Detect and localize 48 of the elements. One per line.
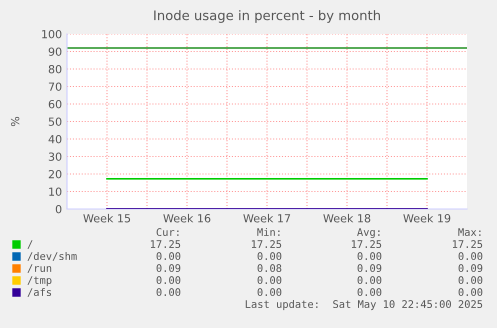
x-tick-label: Week 17 (243, 214, 290, 222)
y-tick-label: 100 (42, 30, 62, 38)
text: 17.25 (352, 240, 382, 248)
y-tick-label: 70 (48, 82, 62, 91)
text: 17.25 (150, 240, 180, 248)
text: 0.00 (258, 276, 282, 284)
y-tick-label: 20 (48, 170, 62, 178)
text: Min: (257, 228, 280, 236)
legend-label: /run (28, 264, 52, 273)
text: 0.00 (156, 276, 180, 284)
x-tick-label: Week 19 (403, 214, 450, 222)
y-tick-label: 0 (56, 204, 62, 214)
text: Max: (458, 228, 480, 236)
text: 17.25 (252, 240, 282, 248)
y-tick-label: 90 (48, 47, 62, 56)
text: 0.00 (458, 288, 482, 296)
y-tick-label: 30 (48, 152, 62, 161)
text: 17.25 (452, 240, 482, 248)
text: 0.00 (258, 288, 282, 296)
y-tick-label: 40 (48, 134, 62, 144)
y-tick-label: 50 (48, 117, 62, 126)
x-tick-label: Week 18 (323, 214, 370, 222)
legend-label: /tmp (28, 276, 52, 286)
y-axis-title: % (10, 116, 20, 126)
legend-label: /afs (28, 288, 52, 297)
text: 0.08 (258, 264, 282, 272)
legend-label: / (28, 240, 32, 249)
y-tick-label: 10 (49, 187, 62, 196)
y-tick-label: 80 (48, 64, 62, 74)
text: Last update: Sat May 10 22:45:00 2025 (246, 300, 482, 310)
text: 0.00 (358, 276, 382, 284)
legend-label: /dev/shm (28, 252, 77, 261)
text: 0.09 (358, 264, 382, 272)
text: 0.00 (258, 252, 282, 260)
text: 0.00 (458, 252, 482, 260)
chart-title: Inode usage in percent - by month (154, 10, 380, 23)
text: 0.09 (156, 264, 180, 272)
text: 0.00 (156, 288, 180, 296)
text: 0.00 (156, 252, 180, 260)
text: 0.00 (458, 276, 482, 284)
text: 0.00 (358, 288, 382, 296)
x-tick-label: Week 15 (83, 214, 130, 222)
text: 0.00 (358, 252, 382, 260)
text: Avg: (357, 228, 380, 238)
y-tick-label: 60 (48, 100, 62, 108)
x-tick-label: Week 16 (163, 214, 210, 222)
text: 0.09 (458, 264, 482, 272)
text: Cur: (156, 228, 178, 236)
